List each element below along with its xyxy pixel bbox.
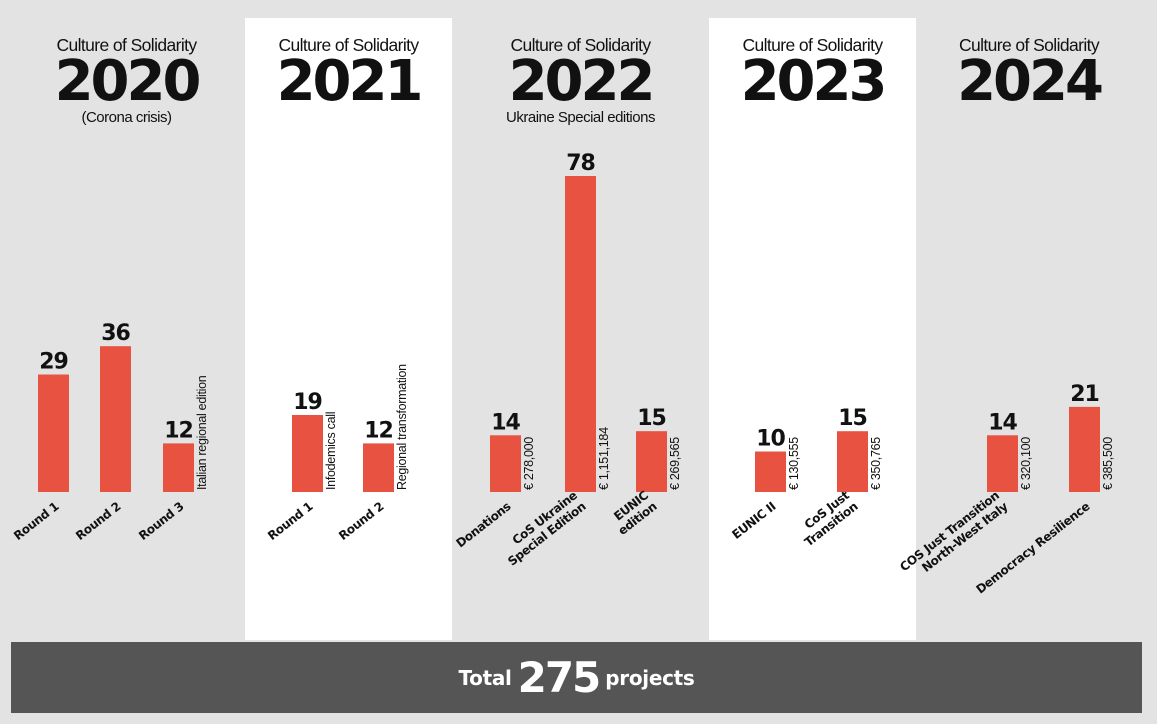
panel-header: Culture of Solidarity 2023	[709, 35, 916, 114]
bar-side-label: € 350,765	[869, 437, 883, 490]
panel-header: Culture of Solidarity 2022 Ukraine Special…	[452, 35, 709, 127]
bar-value-label: 12	[364, 418, 393, 443]
bar-2022-1	[490, 435, 521, 492]
panel-2023: Culture of Solidarity 2023	[709, 18, 916, 640]
bar-value-label: 29	[39, 350, 68, 375]
category-label: Round 1	[265, 499, 315, 543]
bar-side-label: € 278,000	[522, 437, 536, 490]
category-label-line: COS Just Transition	[897, 488, 1001, 574]
panel-subtitle: (Corona crisis)	[81, 109, 172, 126]
bar-2020-1	[38, 374, 69, 492]
panel-year: 2022	[508, 49, 656, 114]
bar-2023-1	[755, 451, 786, 492]
bar-2020-2	[100, 346, 131, 492]
bar-2024-2	[1069, 406, 1100, 492]
panel-year: 2021	[276, 49, 424, 114]
category-label-line: Round 2	[73, 499, 123, 543]
bar-value-label: 15	[637, 406, 666, 431]
category-label: EUNICedition	[607, 488, 660, 538]
total-value: 275	[517, 653, 602, 702]
total-prefix: Total	[458, 665, 512, 690]
bar-value-label: 15	[838, 406, 867, 431]
panel-2020: Culture of Solidarity 2020 (Corona crisis)	[11, 18, 242, 640]
bar-2021-1	[292, 415, 323, 492]
panel-year: 2023	[740, 49, 888, 114]
bar-2021-2	[363, 443, 394, 492]
panel-header: Culture of Solidarity 2020 (Corona crisis)	[11, 35, 242, 127]
category-label-line: Round 2	[336, 499, 386, 543]
bar-value-label: 12	[164, 418, 193, 443]
bar-side-label: Regional transformation	[395, 364, 409, 490]
category-label: Round 1	[11, 499, 61, 543]
bar-side-label: € 320,100	[1019, 437, 1033, 490]
bar-2022-3	[636, 431, 667, 492]
category-label: CoS UkraineSpecial Edition	[497, 488, 589, 568]
panel-series-title: Culture of Solidarity	[742, 35, 883, 55]
panel-series-title: Culture of Solidarity	[56, 35, 197, 55]
category-label-line: Round 3	[136, 499, 186, 543]
bar-side-label: € 385,500	[1101, 437, 1115, 490]
bar-2020-3	[163, 443, 194, 492]
category-label: Round 3	[136, 499, 186, 543]
category-label: Round 2	[336, 499, 386, 543]
panel-year: 2024	[957, 49, 1104, 114]
panel-2022: Culture of Solidarity 2022 Ukraine Special…	[452, 18, 709, 640]
bar-side-label: € 269,565	[668, 437, 682, 490]
total-suffix: projects	[605, 665, 695, 690]
category-label: EUNIC II	[729, 499, 778, 542]
bar-value-label: 14	[491, 410, 520, 435]
category-label: Round 2	[73, 499, 123, 543]
bar-side-label: € 130,555	[787, 437, 801, 490]
panel-header: Culture of Solidarity 2024	[916, 35, 1142, 114]
bar-2023-2	[837, 431, 868, 492]
category-label: CoS JustTransition	[793, 488, 861, 549]
category-label-line: Round 1	[11, 499, 61, 543]
category-label-line: EUNIC II	[729, 499, 778, 542]
category-label: Donations	[453, 499, 513, 550]
panel-subtitle: Ukraine Special editions	[506, 109, 655, 126]
panel-series-title: Culture of Solidarity	[510, 35, 651, 55]
panel-2024: Culture of Solidarity 2024	[916, 18, 1142, 640]
bar-value-label: 36	[101, 321, 130, 346]
panel-2021: Culture of Solidarity 2021	[245, 18, 452, 640]
bar-side-label: Infodemics call	[324, 412, 338, 490]
category-label-line: Round 1	[265, 499, 315, 543]
bar-value-label: 78	[566, 151, 595, 176]
category-label-line: Donations	[453, 499, 513, 550]
bar-value-label: 14	[988, 410, 1017, 435]
bar-side-label: € 1,151,184	[597, 427, 611, 490]
panel-header: Culture of Solidarity 2021	[245, 35, 452, 114]
panel-year: 2020	[54, 49, 202, 114]
total-banner: Total 275 projects	[11, 642, 1142, 713]
bar-value-label: 21	[1070, 382, 1099, 407]
bar-side-label: Italian regional edition	[195, 375, 209, 490]
bar-2022-2	[565, 176, 596, 492]
panel-series-title: Culture of Solidarity	[278, 35, 419, 55]
panel-series-title: Culture of Solidarity	[958, 35, 1100, 55]
bar-2024-1	[987, 435, 1018, 492]
bar-value-label: 19	[293, 390, 322, 415]
bar-value-label: 10	[756, 427, 785, 452]
